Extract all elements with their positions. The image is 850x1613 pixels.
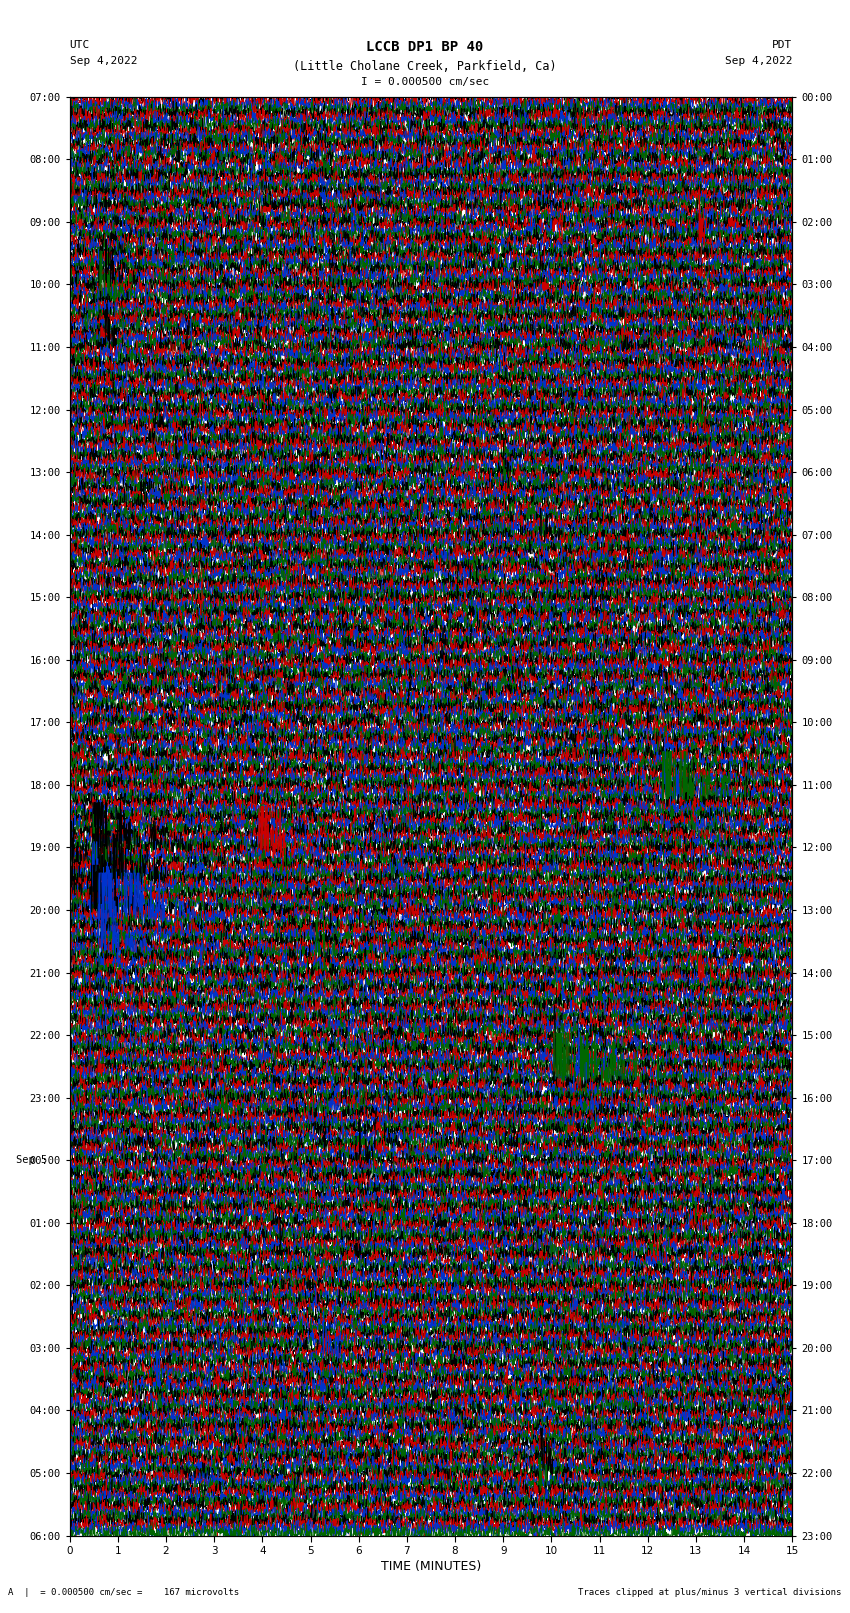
Text: PDT: PDT xyxy=(772,40,792,50)
Text: UTC: UTC xyxy=(70,40,90,50)
Text: Sep 4,2022: Sep 4,2022 xyxy=(725,56,792,66)
Text: LCCB DP1 BP 40: LCCB DP1 BP 40 xyxy=(366,40,484,55)
Text: Sep 5: Sep 5 xyxy=(15,1155,47,1165)
Text: Sep 4,2022: Sep 4,2022 xyxy=(70,56,137,66)
Text: I = 0.000500 cm/sec: I = 0.000500 cm/sec xyxy=(361,77,489,87)
Text: (Little Cholane Creek, Parkfield, Ca): (Little Cholane Creek, Parkfield, Ca) xyxy=(293,60,557,73)
X-axis label: TIME (MINUTES): TIME (MINUTES) xyxy=(381,1560,481,1573)
Text: Traces clipped at plus/minus 3 vertical divisions: Traces clipped at plus/minus 3 vertical … xyxy=(578,1587,842,1597)
Text: A  |  = 0.000500 cm/sec =    167 microvolts: A | = 0.000500 cm/sec = 167 microvolts xyxy=(8,1587,240,1597)
